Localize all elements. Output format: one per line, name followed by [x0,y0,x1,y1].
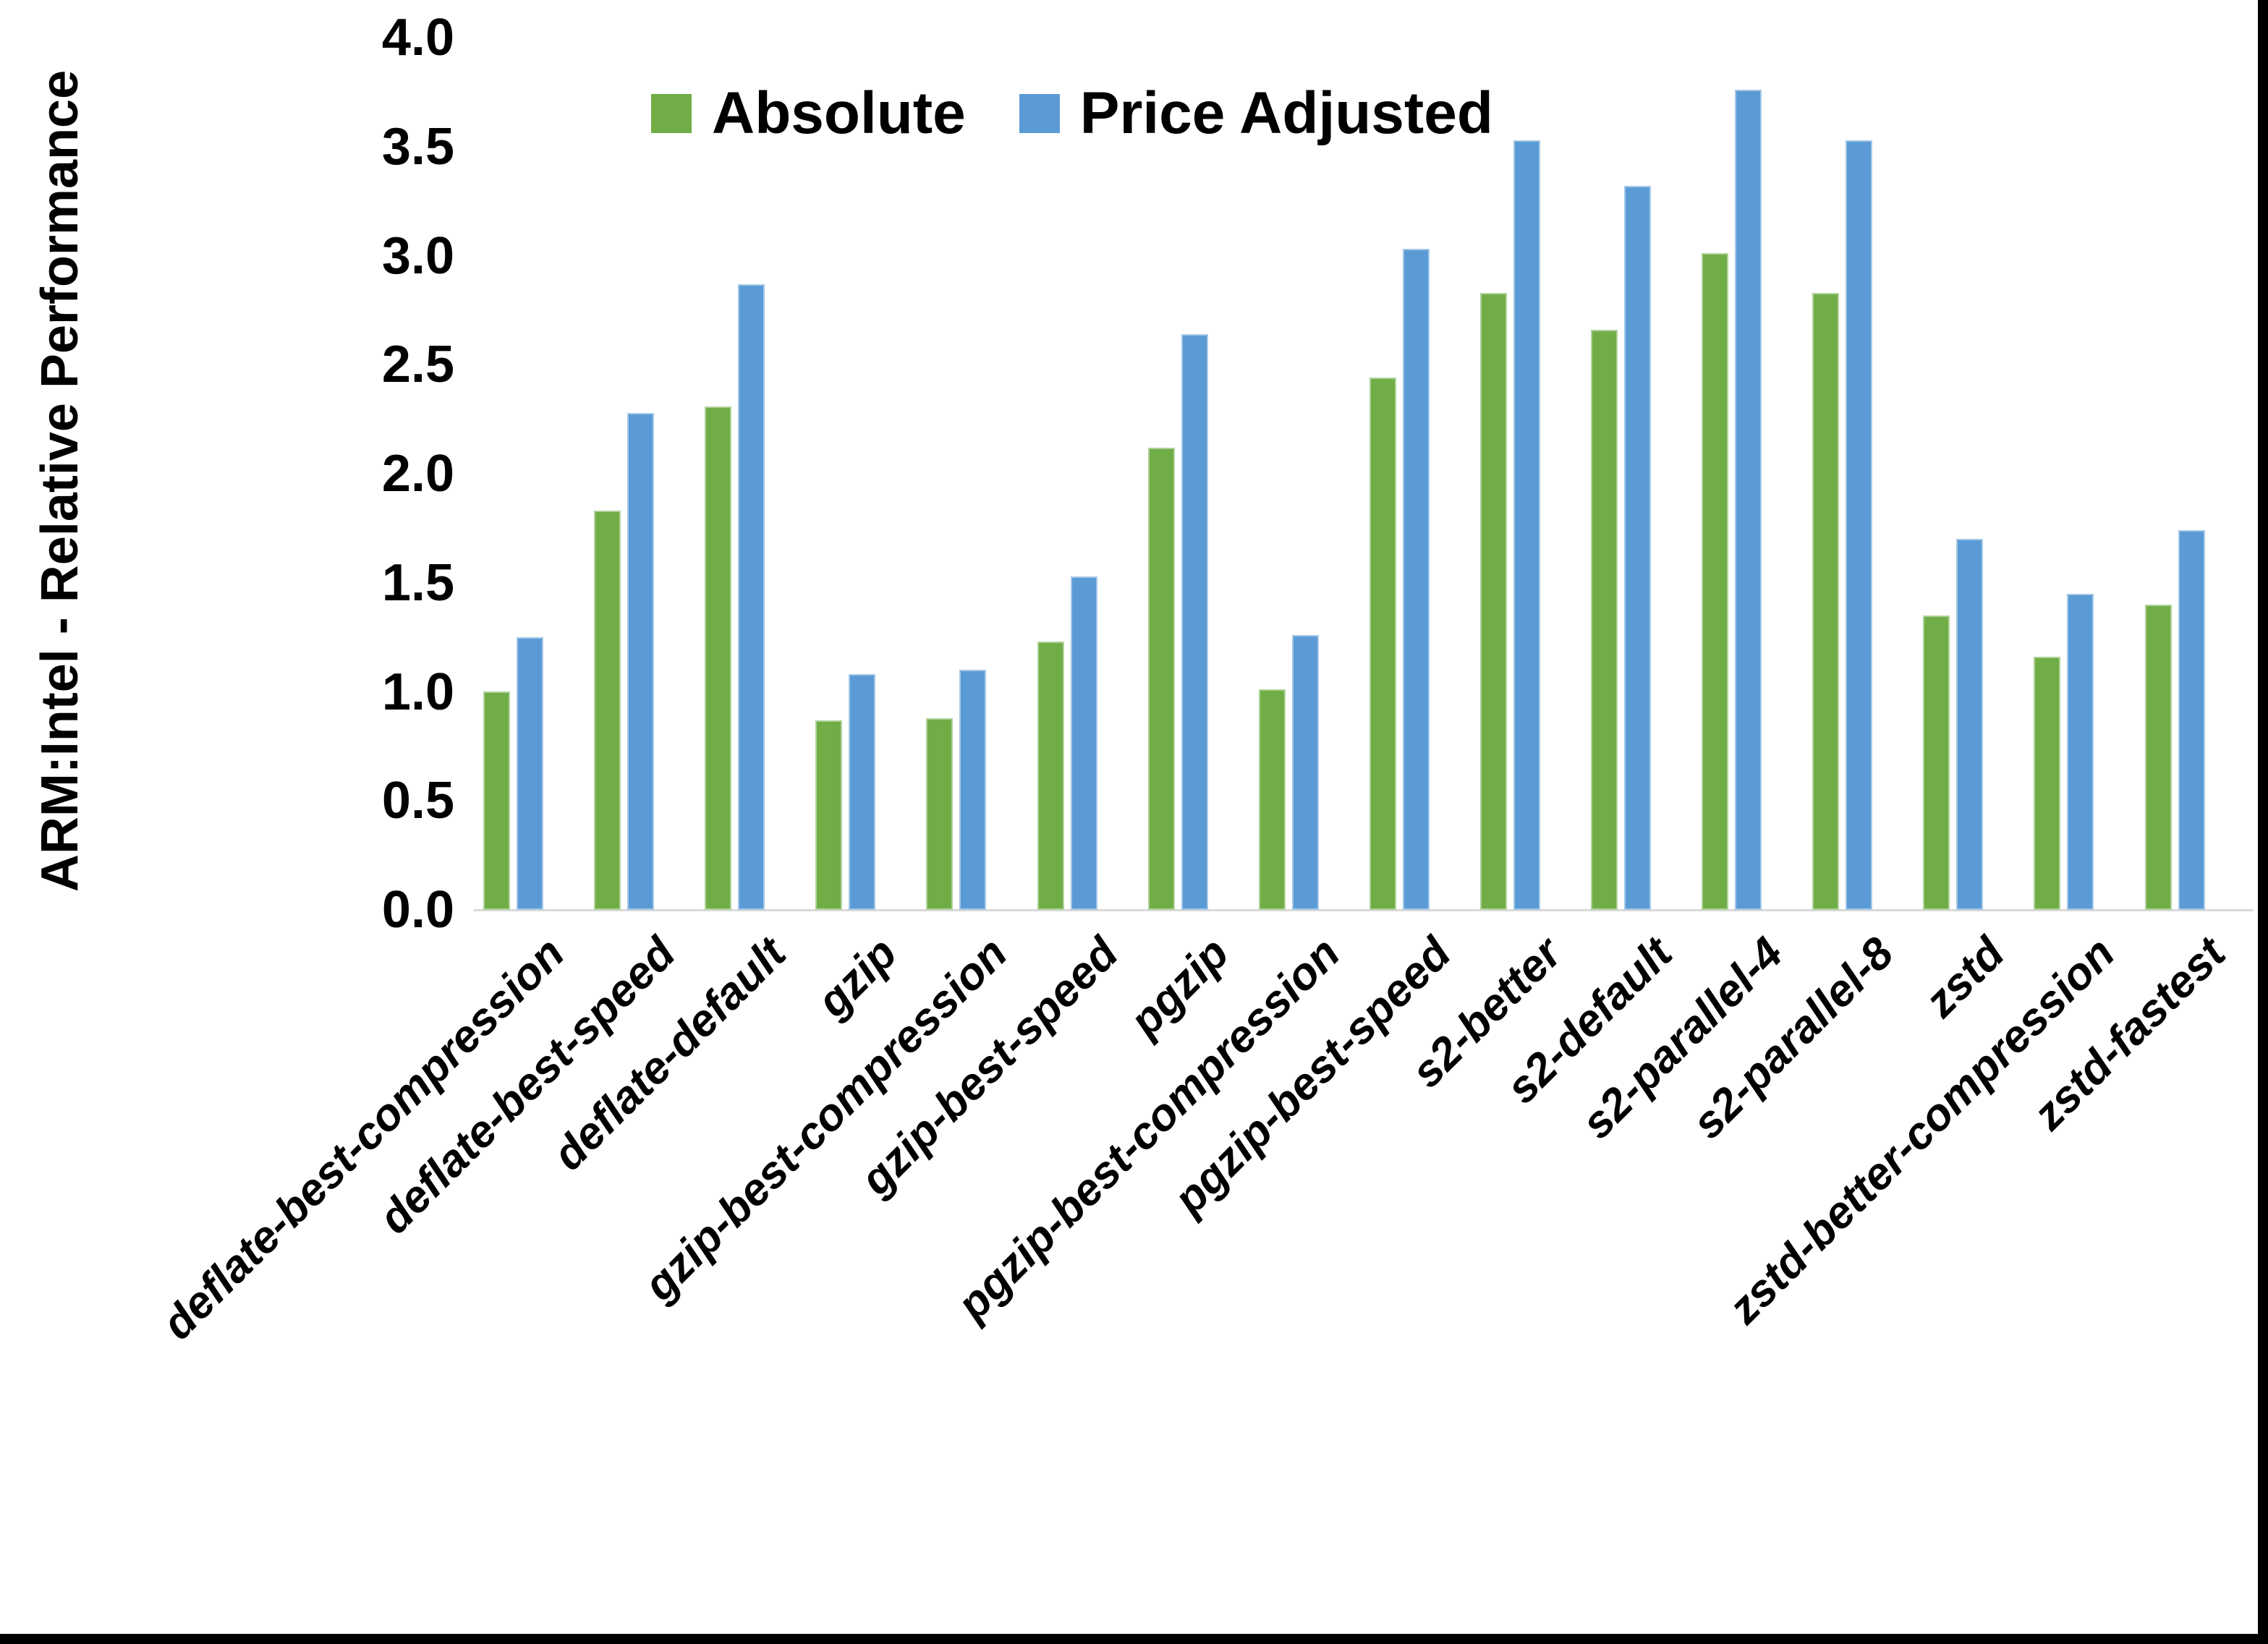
y-tick-label-1.0: 1.0 [381,663,454,721]
bar-absolute-s2-parallel-4 [1702,253,1728,910]
bar-price-adjusted-pgzip [1181,334,1208,910]
bar-price-adjusted-deflate-best-compression [517,637,543,910]
bar-absolute-gzip-best-compression [926,718,953,910]
bar-price-adjusted-zstd-better-compression [2067,594,2094,910]
bar-absolute-gzip [815,720,842,910]
x-axis-line [474,909,2254,911]
y-tick-label-4.0: 4.0 [381,9,454,67]
bar-absolute-s2-better [1480,293,1507,910]
bar-absolute-s2-parallel-8 [1812,293,1839,910]
bar-absolute-pgzip [1148,448,1175,910]
frame-right-edge [2258,0,2268,1644]
x-tick-label-gzip: gzip [807,928,906,1027]
y-tick-label-3.5: 3.5 [381,117,454,176]
y-tick-label-2.5: 2.5 [381,336,454,394]
bar-price-adjusted-s2-default [1624,186,1651,910]
y-axis-title: ARM:Intel - Relative Performance [13,0,107,962]
bar-absolute-deflate-best-compression [483,691,510,910]
bar-absolute-deflate-default [705,406,731,910]
bar-absolute-zstd-fastest [2145,605,2172,910]
legend: Absolute Price Adjusted [651,84,1493,143]
legend-item-absolute: Absolute [651,84,966,143]
y-tick-label-3.0: 3.0 [381,226,454,285]
x-tick-label-zstd: zstd [1915,928,2014,1027]
legend-swatch-price-adjusted [1019,94,1060,133]
x-tick-label-deflate-best-compression: deflate-best-compression [153,928,574,1350]
bar-absolute-s2-default [1591,330,1618,910]
frame-bottom-edge [0,1634,2268,1644]
y-tick-label-0.5: 0.5 [381,772,454,830]
bar-price-adjusted-gzip [849,674,875,910]
legend-label-price-adjusted: Price Adjusted [1079,80,1493,146]
bar-price-adjusted-s2-parallel-8 [1846,140,1872,910]
legend-label-absolute: Absolute [712,80,966,146]
bar-absolute-zstd [1923,616,1950,910]
bar-absolute-zstd-better-compression [2034,657,2060,910]
bar-price-adjusted-gzip-best-speed [1071,576,1097,910]
legend-swatch-absolute [651,94,692,133]
bar-price-adjusted-s2-parallel-4 [1735,90,1762,910]
bar-price-adjusted-pgzip-best-compression [1292,635,1319,910]
legend-item-price-adjusted: Price Adjusted [1019,84,1493,143]
bar-absolute-deflate-best-speed [594,511,621,910]
bar-price-adjusted-gzip-best-compression [959,670,986,910]
bar-price-adjusted-zstd [1956,539,1983,910]
bar-absolute-gzip-best-speed [1037,642,1064,910]
y-axis-title-text: ARM:Intel - Relative Performance [31,69,90,893]
bar-absolute-pgzip-best-compression [1259,689,1286,910]
y-tick-label-0.0: 0.0 [381,881,454,939]
bar-price-adjusted-zstd-fastest [2178,530,2205,910]
bar-price-adjusted-pgzip-best-speed [1403,249,1430,910]
y-tick-label-1.5: 1.5 [381,553,454,612]
bar-price-adjusted-s2-better [1513,140,1540,910]
bar-price-adjusted-deflate-default [738,284,765,910]
bar-absolute-pgzip-best-speed [1369,378,1396,910]
y-tick-label-2.0: 2.0 [381,445,454,503]
bar-price-adjusted-deflate-best-speed [627,413,654,910]
